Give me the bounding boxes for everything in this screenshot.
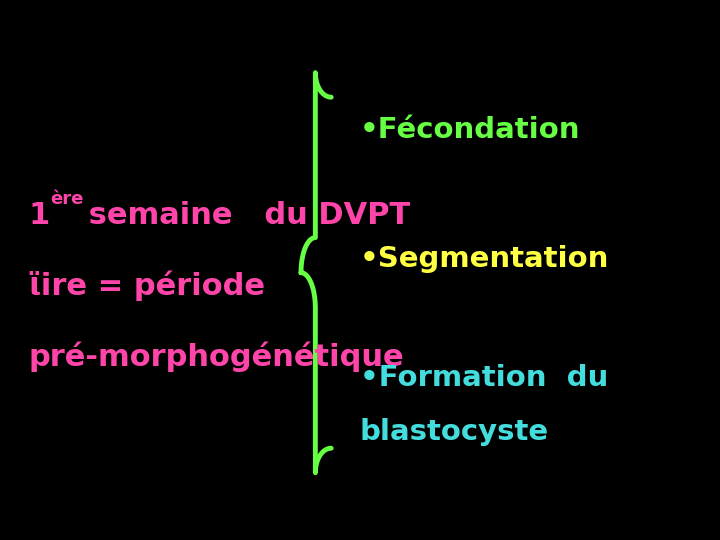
Text: ϊire = période: ϊire = période: [29, 271, 265, 301]
Text: •Segmentation: •Segmentation: [360, 245, 609, 273]
Text: •Fécondation: •Fécondation: [360, 116, 580, 144]
Text: •Formation  du: •Formation du: [360, 364, 608, 392]
Text: 1: 1: [29, 201, 50, 231]
Text: ère: ère: [50, 190, 84, 208]
Text: blastocyste: blastocyste: [360, 418, 549, 446]
Text: semaine   du DVPT: semaine du DVPT: [78, 201, 410, 231]
Text: pré-morphogénétique: pré-morphogénétique: [29, 341, 405, 372]
